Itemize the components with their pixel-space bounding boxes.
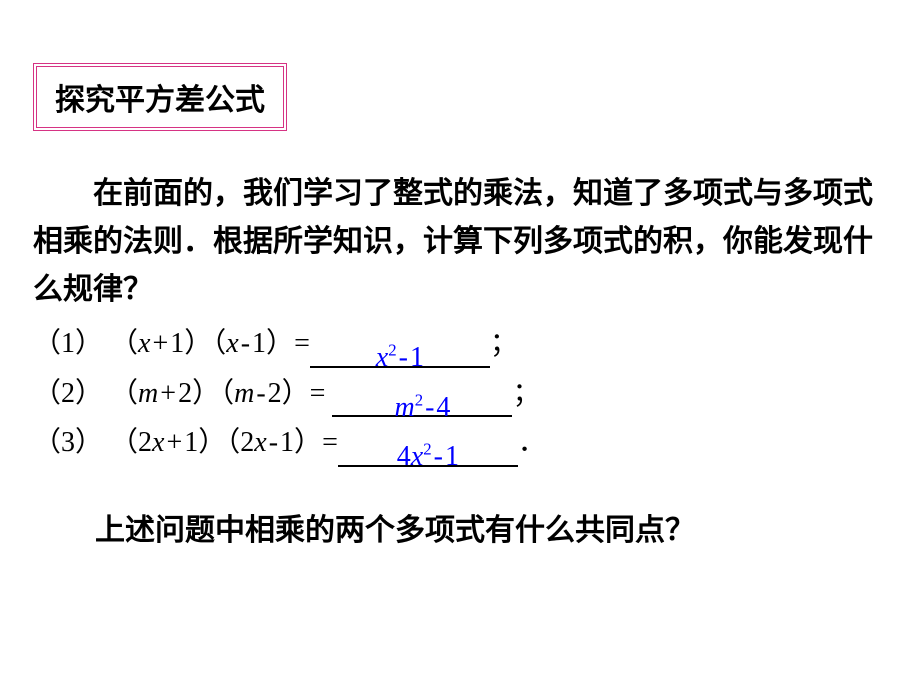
answer-blank: x2-1 xyxy=(310,334,490,368)
problem-list: （1） （x+1）（x-1）=x2-1； （2） （m+2）（m-2）= m2-… xyxy=(33,320,546,469)
problem-expression: （x+1）（x-1）= xyxy=(110,328,310,359)
section-title-box: 探究平方差公式 xyxy=(33,63,287,131)
section-title: 探究平方差公式 xyxy=(55,84,265,117)
answer-blank: 4x2-1 xyxy=(338,433,518,467)
problem-expression: （m+2）（m-2）= xyxy=(110,378,332,409)
intro-text: 在前面的，我们学习了整式的乘法，知道了多项式与多项式相乘的法则．根据所学知识，计… xyxy=(33,177,873,306)
problem-label: （3） xyxy=(33,427,103,458)
problem-answer: 4x2-1 xyxy=(397,441,459,472)
tail: ； xyxy=(490,328,518,359)
problem-row: （1） （x+1）（x-1）=x2-1； xyxy=(33,320,546,368)
problem-label: （2） xyxy=(33,378,103,409)
follow-up-question: 上述问题中相乘的两个多项式有什么共同点？ xyxy=(95,505,695,549)
problem-answer: x2-1 xyxy=(376,342,424,373)
answer-blank: m2-4 xyxy=(332,384,512,418)
intro-paragraph: 在前面的，我们学习了整式的乘法，知道了多项式与多项式相乘的法则．根据所学知识，计… xyxy=(33,170,883,314)
tail: ； xyxy=(512,378,540,409)
problem-row: （2） （m+2）（m-2）= m2-4； xyxy=(33,370,546,418)
tail: ． xyxy=(518,427,546,458)
problem-row: （3） （2x+1）（2x-1）=4x2-1． xyxy=(33,419,546,467)
problem-label: （1） xyxy=(33,328,103,359)
question-text: 上述问题中相乘的两个多项式有什么共同点？ xyxy=(95,514,695,547)
problem-expression: （2x+1）（2x-1）= xyxy=(110,427,338,458)
problem-answer: m2-4 xyxy=(394,392,450,423)
